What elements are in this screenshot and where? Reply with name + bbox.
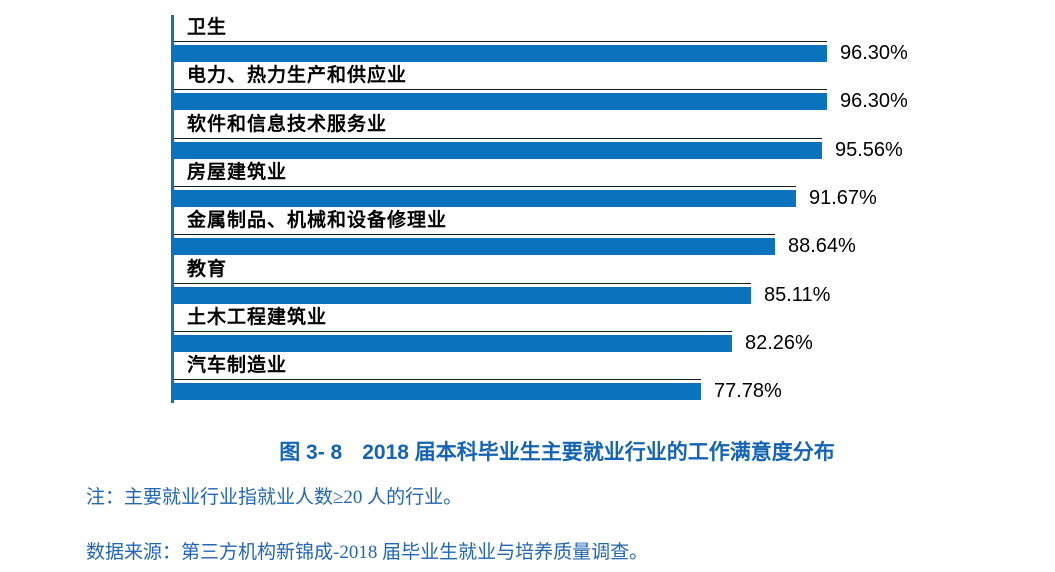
- category-label: 房屋建筑业: [187, 162, 288, 183]
- bar: [174, 383, 701, 400]
- category-underline: [174, 89, 827, 91]
- bar: [174, 142, 822, 159]
- category-label: 软件和信息技术服务业: [187, 114, 388, 135]
- value-label: 96.30%: [840, 42, 908, 64]
- bar: [174, 238, 775, 255]
- figure-number: 图 3- 8: [279, 441, 343, 464]
- value-label: 91.67%: [809, 187, 877, 209]
- bar: [174, 190, 796, 207]
- figure-title: 2018 届本科毕业生主要就业行业的工作满意度分布: [362, 441, 835, 464]
- category-label: 卫生: [187, 17, 228, 38]
- category-underline: [174, 283, 751, 285]
- value-label: 88.64%: [788, 235, 856, 257]
- category-underline: [174, 186, 796, 188]
- bar-row: 金属制品、机械和设备修理业 88.64%: [171, 209, 1055, 258]
- category-label: 土木工程建筑业: [187, 307, 328, 328]
- bar-row: 房屋建筑业 91.67%: [171, 161, 1055, 210]
- bar-row: 土木工程建筑业 82.26%: [171, 306, 1055, 355]
- bar: [174, 287, 751, 304]
- category-label: 汽车制造业: [187, 355, 288, 376]
- y-axis-line: [171, 15, 174, 403]
- value-label: 95.56%: [835, 139, 903, 161]
- bar: [174, 93, 827, 110]
- category-underline: [174, 138, 822, 140]
- bar-row: 电力、热力生产和供应业 96.30%: [171, 64, 1055, 113]
- value-label: 77.78%: [714, 380, 782, 402]
- bar-row: 卫生 96.30%: [171, 16, 1055, 65]
- bar-row: 教育 85.11%: [171, 258, 1055, 307]
- category-underline: [174, 41, 827, 43]
- category-underline: [174, 331, 732, 333]
- note-text: 注：主要就业行业指就业人数≥20 人的行业。: [86, 487, 463, 508]
- category-underline: [174, 379, 701, 381]
- value-label: 82.26%: [745, 332, 813, 354]
- data-source-text: 数据来源：第三方机构新锦成-2018 届毕业生就业与培养质量调查。: [86, 542, 649, 563]
- bar-row: 软件和信息技术服务业 95.56%: [171, 113, 1055, 162]
- category-label: 教育: [187, 259, 228, 280]
- category-label: 金属制品、机械和设备修理业: [187, 210, 448, 231]
- value-label: 96.30%: [840, 90, 908, 112]
- value-label: 85.11%: [764, 284, 831, 306]
- bar-chart: 卫生 96.30% 电力、热力生产和供应业 96.30% 软件和信息技术服务业 95.56…: [171, 15, 1055, 403]
- category-underline: [174, 234, 775, 236]
- bar-row: 汽车制造业 77.78%: [171, 354, 1055, 403]
- category-label: 电力、热力生产和供应业: [187, 65, 408, 86]
- figure-caption: 图 3- 8 2018 届本科毕业生主要就业行业的工作满意度分布: [88, 436, 1026, 466]
- bar: [174, 45, 827, 62]
- bar: [174, 335, 732, 352]
